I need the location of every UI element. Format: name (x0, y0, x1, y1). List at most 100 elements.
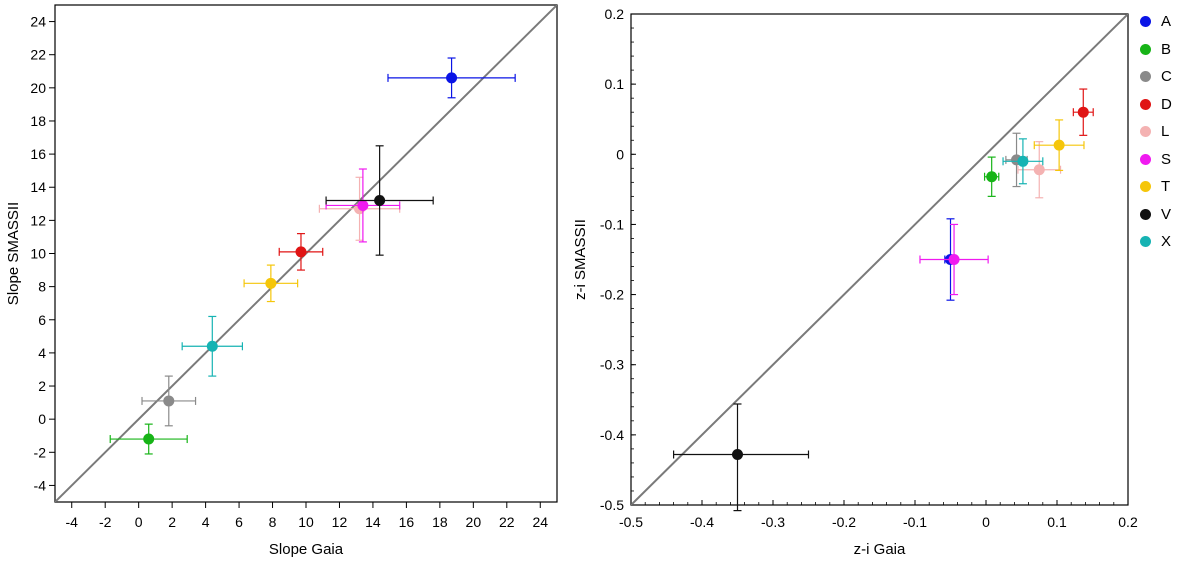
data-point-v (325, 145, 434, 256)
data-point-a (387, 57, 516, 99)
point-marker (374, 194, 386, 206)
point-marker (295, 246, 307, 258)
y-tick-label: 8 (38, 279, 46, 295)
legend-item-c: C (1140, 63, 1172, 91)
legend-item-d: D (1140, 91, 1172, 119)
y-tick-label: 22 (30, 47, 46, 63)
data-point-t (1033, 119, 1085, 172)
data-point-l (1017, 141, 1062, 199)
y-tick-label: 6 (38, 312, 46, 328)
y-tick-label: 16 (30, 146, 46, 162)
legend-item-b: B (1140, 36, 1172, 64)
x-tick-label: -0.1 (903, 514, 927, 530)
y-tick-label: -2 (34, 444, 47, 460)
x-tick-label: 20 (466, 514, 482, 530)
legend-marker (1140, 208, 1151, 220)
x-tick-label: 4 (202, 514, 210, 530)
legend-label: T (1161, 178, 1171, 196)
y-tick-label: 18 (30, 113, 46, 129)
x-axis-label: z-i Gaia (854, 541, 906, 558)
legend-label: L (1161, 123, 1170, 141)
legend-marker (1140, 16, 1151, 28)
legend-marker (1140, 153, 1151, 165)
x-tick-label: 16 (399, 514, 415, 530)
x-tick-label: 10 (298, 514, 314, 530)
point-marker (357, 199, 369, 211)
x-tick-label: 0.1 (1047, 514, 1067, 530)
point-marker (446, 72, 458, 84)
legend-item-s: S (1140, 146, 1172, 174)
x-tick-label: -0.5 (619, 514, 643, 530)
point-marker (265, 277, 277, 289)
x-tick-label: 22 (499, 514, 515, 530)
data-point-s (325, 168, 401, 243)
legend-item-t: T (1140, 173, 1172, 201)
legend-marker (1140, 126, 1151, 138)
data-point-v (672, 403, 810, 512)
point-marker (948, 254, 960, 265)
point-marker (1033, 164, 1045, 176)
legend-label: B (1161, 40, 1172, 58)
x-tick-label: 0.2 (1118, 514, 1138, 530)
y-tick-label: -0.2 (600, 287, 624, 303)
data-point-t (243, 264, 299, 303)
legend-marker (1140, 181, 1151, 193)
data-point-s (919, 223, 989, 296)
y-tick-label: -0.3 (600, 357, 624, 373)
point-marker (1053, 139, 1065, 151)
legend-label: A (1161, 13, 1172, 31)
y-tick-label: 24 (30, 14, 46, 30)
x-tick-label: 8 (269, 514, 277, 530)
x-tick-label: -4 (66, 514, 79, 530)
point-marker (1077, 106, 1089, 118)
chart-panel-1: -4 -2 0 2 4 6 8 10 12 14 16 18 20 22 24-4-202468101214… (5, 4, 558, 558)
y-tick-label: 0.1 (605, 76, 625, 92)
legend-marker (1140, 43, 1151, 55)
x-tick-label: -2 (99, 514, 112, 530)
legend-item-l: L (1140, 118, 1172, 146)
identity-line (631, 14, 1128, 505)
y-tick-label: -0.1 (600, 216, 624, 232)
x-tick-label: 6 (235, 514, 243, 530)
y-tick-label: 0 (38, 411, 46, 427)
y-tick-label: 20 (30, 80, 46, 96)
legend-label: V (1161, 205, 1172, 223)
legend-label: X (1161, 233, 1172, 251)
x-tick-label: 12 (332, 514, 348, 530)
y-tick-label: 0.2 (605, 6, 625, 22)
legend-marker (1140, 98, 1151, 110)
legend-item-x: X (1140, 228, 1172, 256)
x-tick-label: -0.4 (690, 514, 714, 530)
point-marker (986, 171, 998, 183)
y-tick-label: 4 (38, 345, 46, 361)
y-tick-label: 0 (616, 146, 624, 162)
x-tick-label: 0 (135, 514, 143, 530)
y-tick-label: -0.4 (600, 427, 624, 443)
data-point-d (1072, 88, 1094, 136)
y-axis-label: Slope SMASSII (5, 202, 22, 305)
x-tick-label: 24 (532, 514, 548, 530)
y-tick-label: 10 (30, 246, 46, 262)
data-point-d (278, 233, 324, 271)
point-marker (206, 340, 218, 352)
legend-label: C (1161, 68, 1172, 86)
legend-item-a: A (1140, 8, 1172, 36)
data-point-c (141, 375, 197, 427)
data-point-x (181, 315, 244, 377)
legend-item-v: V (1140, 201, 1172, 229)
chart-panel-2: -0.5 -0.4 -0.3 -0.2 -0.1 0 0.1 0.2 -0.5 -0.4 -0.3 -… (572, 6, 1138, 558)
x-tick-label: -0.2 (832, 514, 856, 530)
x-axis-label: Slope Gaia (269, 541, 344, 558)
x-tick-label: 14 (365, 514, 381, 530)
plot-frame (630, 13, 1129, 506)
point-marker (1017, 155, 1029, 167)
x-tick-label: 2 (168, 514, 176, 530)
y-tick-label: 2 (38, 378, 46, 394)
point-marker (163, 395, 175, 407)
y-axis-label: z-i SMASSII (572, 219, 589, 300)
x-tick-label: -0.3 (761, 514, 785, 530)
y-tick-label: 12 (30, 212, 46, 228)
